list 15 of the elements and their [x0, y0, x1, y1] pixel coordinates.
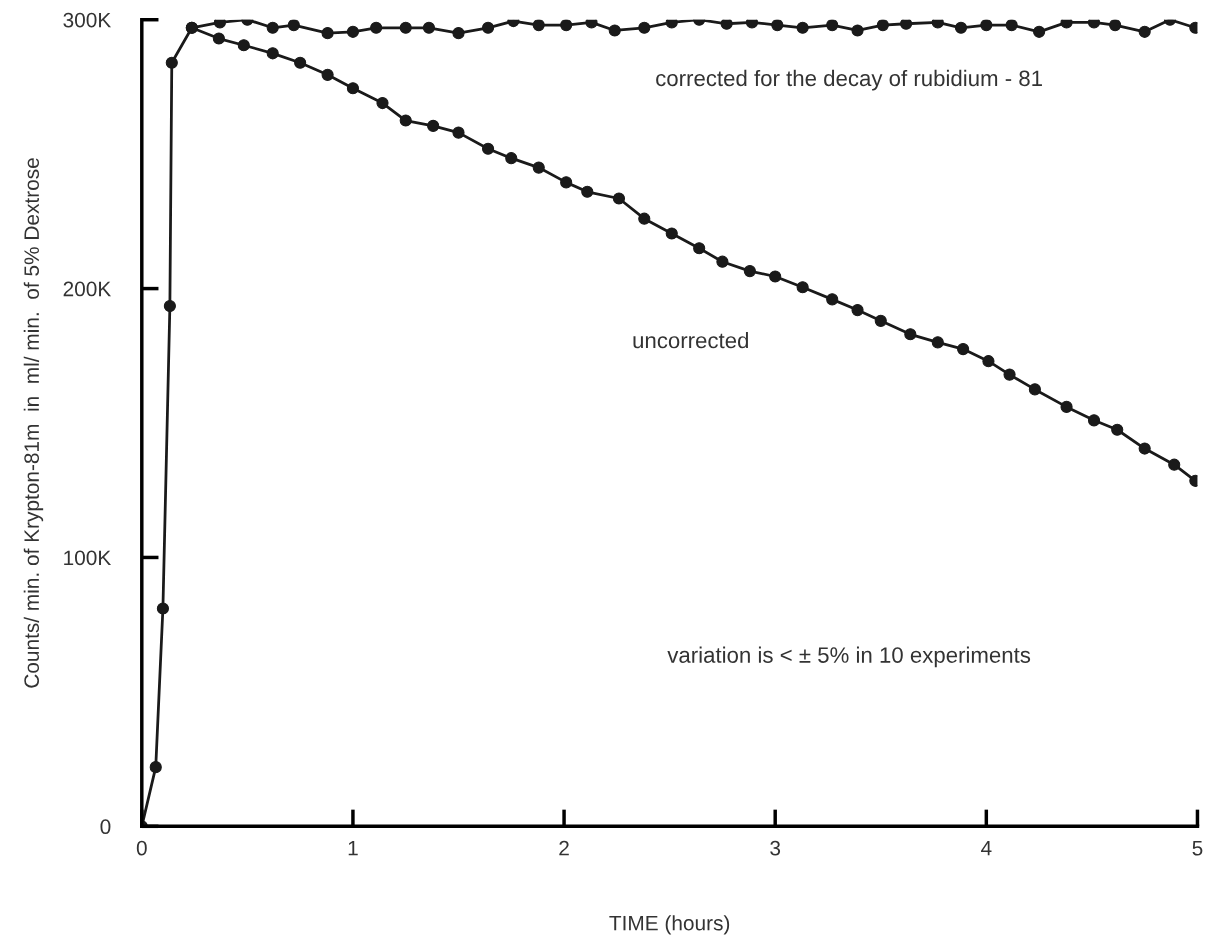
x-tick-label: 4 [981, 840, 992, 856]
y-tick-label: 100K [64, 550, 112, 566]
x-tick-label: 1 [348, 840, 358, 856]
x-tick-label: 5 [1192, 840, 1203, 856]
annotation: variation is < ± 5% in 10 experiments [667, 646, 1031, 668]
x-axis-title: TIME (hours) [609, 915, 730, 935]
y-tick-label: 200K [63, 281, 112, 297]
annotation: corrected for the decay of rubidium - 81 [656, 69, 1042, 91]
y-axis-title: Counts/ min. of Krypton-81m in ml/ min. of 5% Dextrose [23, 158, 44, 688]
y-tick-label: 0 [100, 819, 111, 835]
annotation: uncorrected [633, 332, 748, 349]
x-tick-label: 2 [559, 840, 569, 856]
y-tick-label: 300K [63, 12, 112, 28]
x-tick-label: 0 [136, 840, 147, 856]
x-tick-label: 3 [770, 840, 781, 856]
